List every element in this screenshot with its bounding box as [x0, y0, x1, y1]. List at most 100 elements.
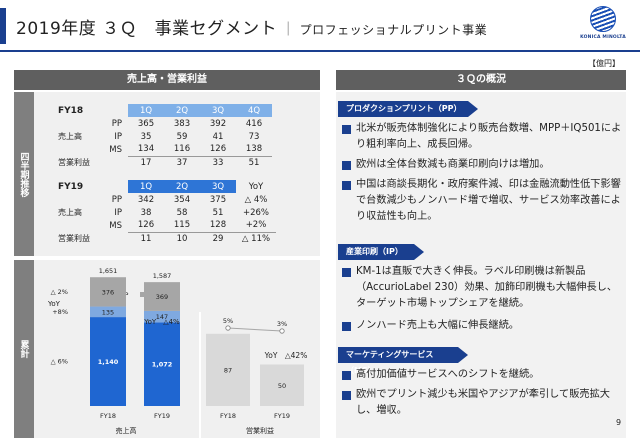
- bullet-square-icon: [342, 371, 351, 380]
- bullet-square-icon: [342, 391, 351, 400]
- table-cell: 29: [200, 231, 236, 245]
- op-bar-label-fy18: 87: [224, 366, 232, 374]
- sales-bar-ms-fy18: [90, 277, 126, 307]
- table-cell: +2%: [245, 220, 267, 231]
- table-cell: △ 11%: [236, 231, 276, 245]
- fy19-op-label: 営業利益: [58, 234, 90, 243]
- table-cell: 11: [128, 231, 164, 245]
- table-cell: 134: [137, 144, 155, 155]
- bullet-ms-1: 高付加価値サービスへのシフトを継続。: [342, 367, 622, 383]
- op-category-fy19: FY19: [274, 412, 290, 420]
- table-cell: 17: [128, 155, 164, 169]
- op-bar-label-fy19: 50: [278, 382, 286, 390]
- bullet-pp-3: 中国は商談長期化・政府案件減、印は金融流動性低下影響で台数減少もノンハード増で増…: [342, 177, 622, 225]
- op-category-fy18: FY18: [220, 412, 236, 420]
- op-bar-fy19: [260, 364, 304, 406]
- table-cell: △ 4%: [244, 194, 268, 205]
- fy18-seg-pp: PP: [111, 118, 122, 129]
- page-number: 9: [616, 418, 622, 427]
- table-cell: 41: [212, 131, 224, 142]
- cumulative-chart: PPIPMSYoY1,1401353761,651FY181,072147369…: [34, 262, 320, 438]
- fy19-table: FY19 1Q 2Q 3Q YoY PP 342 354 375 △ 4% 売上…: [56, 180, 276, 245]
- globe-logo-icon: [590, 6, 616, 32]
- sales-category-fy18: FY18: [100, 412, 116, 420]
- bullet-square-icon: [342, 268, 351, 277]
- page-subtitle: プロフェッショナルプリント事業: [299, 23, 488, 37]
- bullet-ms-2: 欧州でプリント減少も米国やアジアが牽引して販売拡大し、増収。: [342, 387, 622, 419]
- cumulative-chart-svg: PPIPMSYoY1,1401353761,651FY181,072147369…: [47, 267, 307, 438]
- fy19-yoy-header: YoY: [248, 181, 264, 192]
- table-cell: 51: [212, 207, 224, 218]
- bullet-pp-1: 北米が販売体制強化により販売台数増、MPP＋IQ501により粗利率向上、成長回帰…: [342, 121, 622, 153]
- table-cell: 35: [140, 131, 152, 142]
- legend-swatch-ms: [140, 292, 145, 297]
- fy18-q3-header: 3Q: [200, 104, 236, 117]
- overview-panel: [336, 92, 626, 438]
- right-section-heading: ３Ｑの概況: [336, 70, 626, 90]
- table-cell: 416: [245, 118, 263, 129]
- bullet-ip-1: KM-1は直販で大きく伸長。ラベル印刷機は新製品（AccurioLabel 23…: [342, 264, 622, 312]
- table-cell: 58: [176, 207, 188, 218]
- fy18-seg-ms: MS: [109, 144, 122, 155]
- unit-label: 【億円】: [588, 59, 620, 68]
- sales-yoy-segment: +8%: [52, 308, 68, 316]
- section-tag-pp: プロダクションプリント（PP）: [338, 101, 478, 117]
- table-cell: 126: [137, 220, 155, 231]
- fy18-q2-header: 2Q: [164, 104, 200, 117]
- sales-bar-pp-fy18: [90, 317, 126, 406]
- fy19-label: FY19: [58, 181, 84, 192]
- page-title-main: 2019年度 ３Ｑ 事業セグメント: [16, 19, 278, 39]
- header-accent-bar: [0, 8, 6, 44]
- title-separator: ｜: [281, 22, 296, 38]
- sales-bar-pp-fy19: [144, 322, 180, 406]
- fy19-seg-pp: PP: [111, 194, 122, 205]
- table-cell: 37: [164, 155, 200, 169]
- margin-line: [227, 327, 283, 332]
- sales-yoy-segment: △ 6%: [51, 358, 68, 366]
- fy19-seg-ip: IP: [114, 207, 122, 218]
- sales-bar-ip-fy18: [90, 306, 126, 318]
- table-cell: 116: [173, 144, 191, 155]
- sales-bar-ms-fy19: [144, 282, 180, 311]
- left-section-heading: 売上高・営業利益: [14, 70, 320, 90]
- table-cell: 38: [140, 207, 152, 218]
- quarterly-panel: [14, 92, 320, 256]
- sales-bar-label-ms-fy18: 376: [102, 288, 114, 296]
- table-cell: 33: [200, 155, 236, 169]
- fy19-sales-label: 売上高: [58, 208, 82, 217]
- margin-point: [225, 325, 231, 331]
- fy18-table: FY18 1Q 2Q 3Q 4Q PP 365 383 392 416 売上高 …: [56, 104, 272, 169]
- margin-point: [279, 328, 285, 334]
- fy19-q1-header: 1Q: [128, 180, 164, 193]
- table-cell: 51: [236, 155, 272, 169]
- bullet-square-icon: [342, 322, 351, 331]
- section-tag-ip: 産業印刷（IP）: [338, 244, 424, 260]
- fy18-seg-ip: IP: [114, 131, 122, 142]
- margin-label: 3%: [277, 320, 287, 328]
- table-cell: +26%: [242, 207, 269, 218]
- table-cell: 365: [137, 118, 155, 129]
- op-group-label: 営業利益: [246, 426, 274, 435]
- bullet-square-icon: [342, 181, 351, 190]
- sales-bar-label-pp-fy19: 1,072: [152, 361, 173, 369]
- sales-yoy-segment: △ 2%: [51, 288, 68, 296]
- sales-bar-label-ms-fy19: 369: [156, 293, 168, 301]
- sales-bar-ip-fy19: [144, 310, 180, 323]
- page-title: 2019年度 ３Ｑ 事業セグメント｜プロフェッショナルプリント事業: [16, 14, 487, 39]
- table-cell: 375: [209, 194, 227, 205]
- sales-bar-label-ip-fy18: 135: [102, 308, 114, 316]
- op-bar-fy18: [206, 333, 250, 406]
- sales-category-fy19: FY19: [154, 412, 170, 420]
- sales-total-fy18: 1,651: [99, 267, 118, 275]
- bullet-ip-2: ノンハード売上も大幅に伸長継続。: [342, 318, 622, 334]
- cumulative-side-label: 累計: [14, 260, 34, 438]
- fy18-label: FY18: [58, 105, 84, 116]
- logo-text: KONICA MINOLTA: [580, 35, 626, 40]
- fy18-q4-header: 4Q: [236, 104, 272, 117]
- bullet-square-icon: [342, 125, 351, 134]
- table-cell: 383: [173, 118, 191, 129]
- section-tag-ms: マーケティングサービス（MS）: [338, 347, 468, 375]
- table-cell: 10: [164, 231, 200, 245]
- sales-yoy-total: YoY △4%: [143, 318, 180, 326]
- table-cell: 354: [173, 194, 191, 205]
